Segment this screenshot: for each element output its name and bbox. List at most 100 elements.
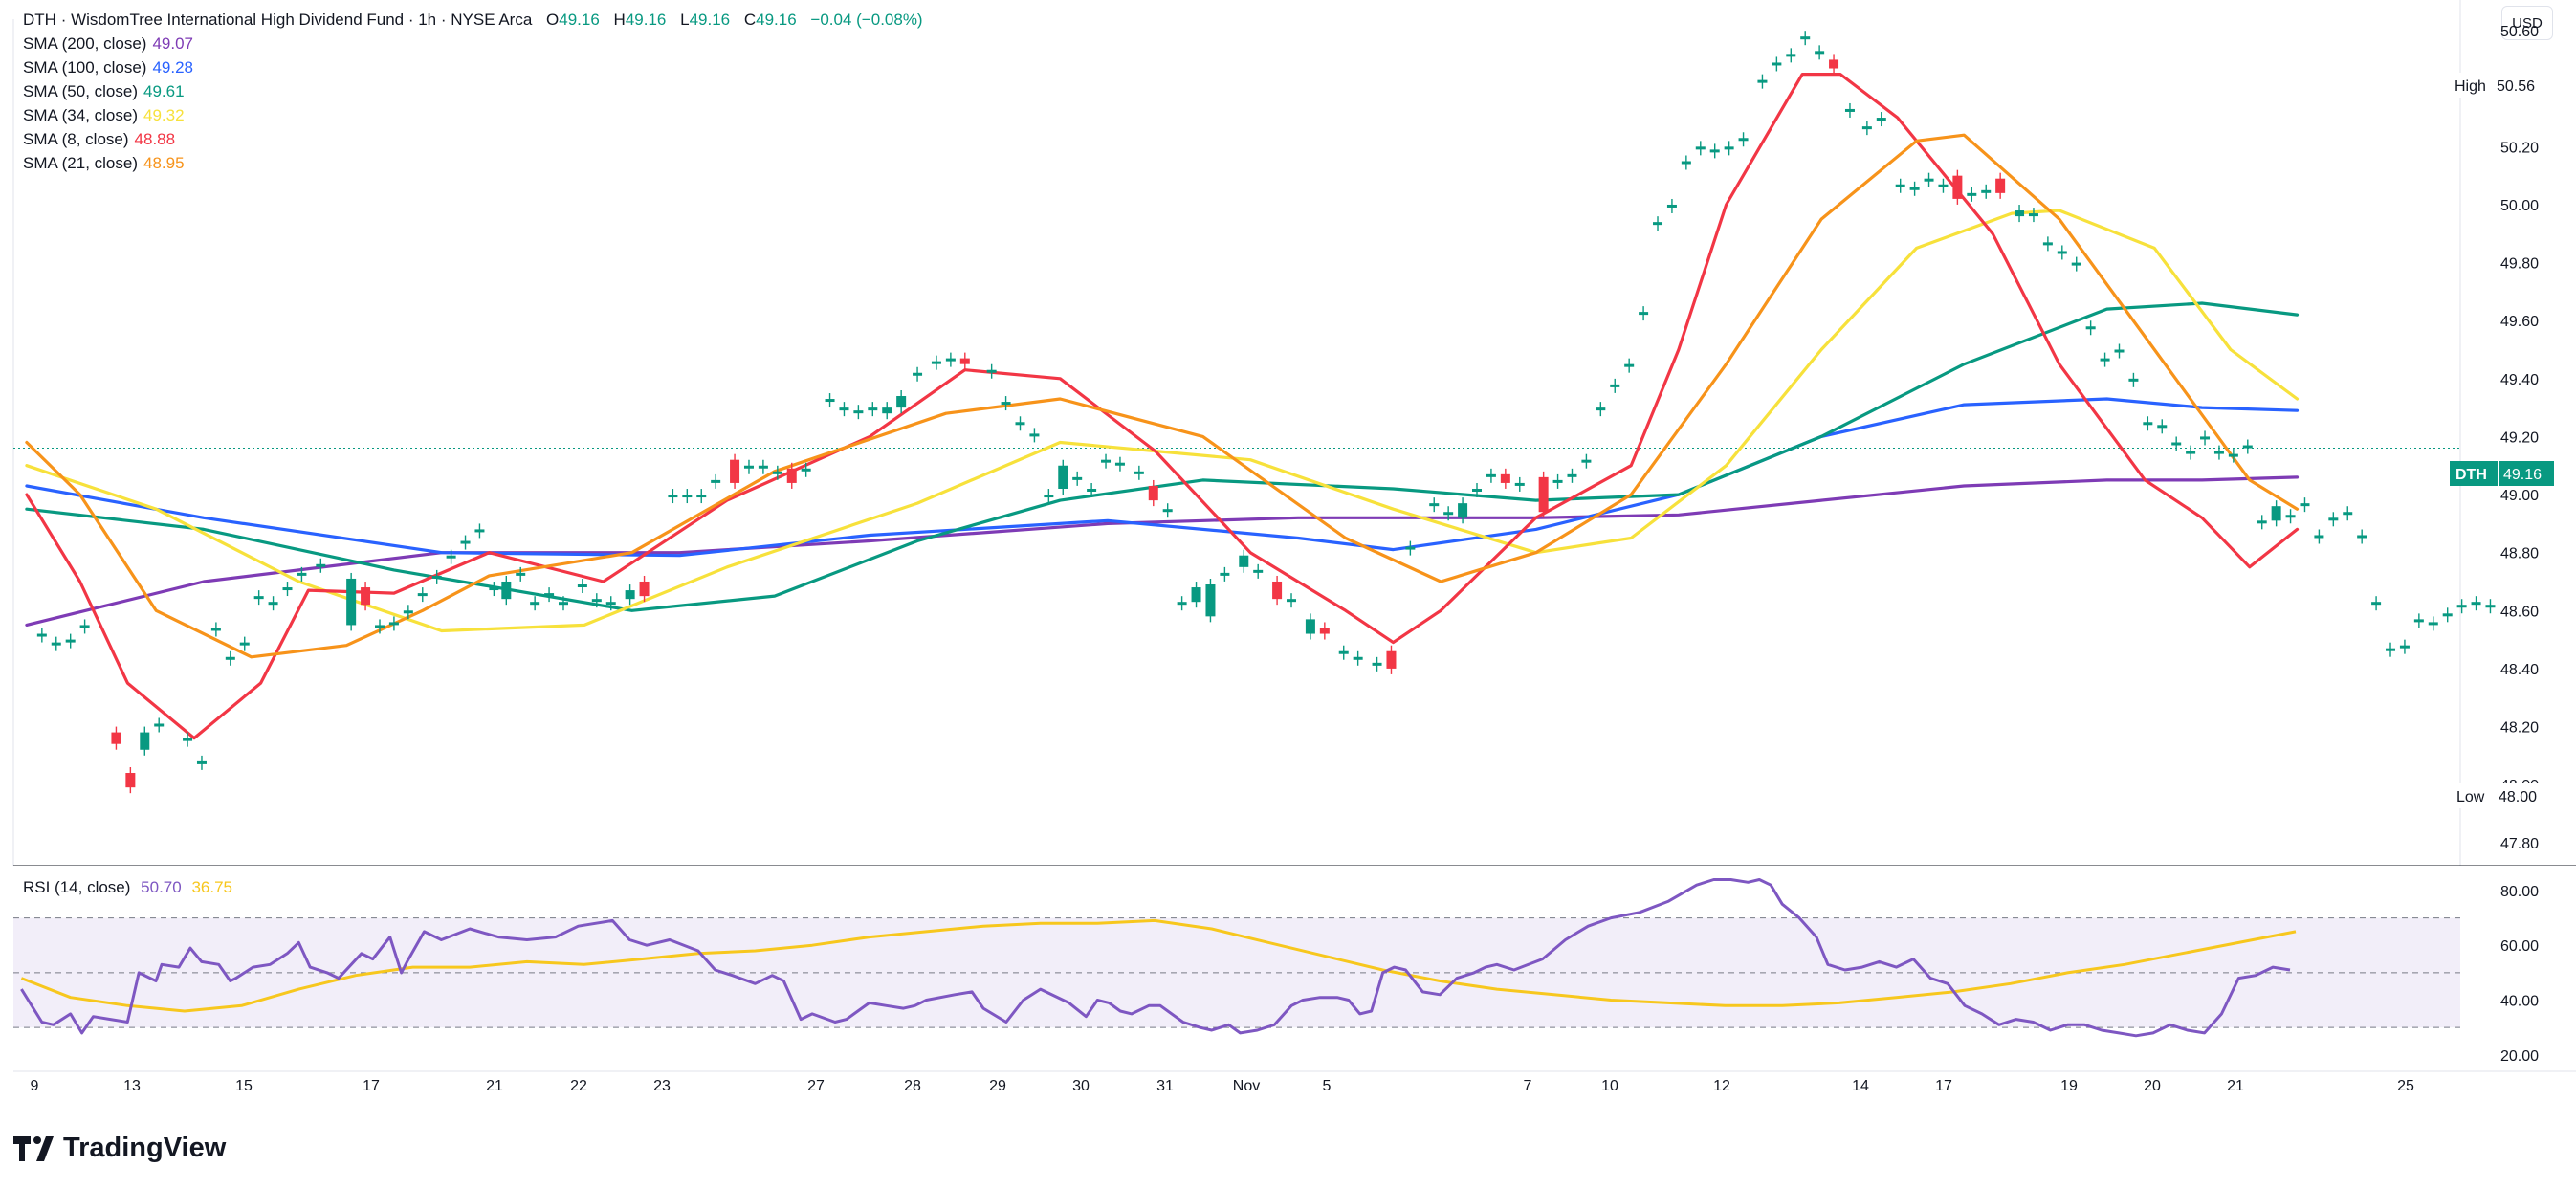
indicator-label: SMA (50, close) (23, 82, 138, 100)
candle (417, 593, 428, 597)
rsi-label: RSI (14, close) (23, 878, 131, 896)
indicator-sma-200[interactable]: SMA (200, close) 49.07 (23, 32, 923, 55)
last-price-marker: DTH 49.16 (2450, 461, 2554, 486)
candle (268, 602, 278, 606)
candle (2042, 242, 2053, 246)
currency-button[interactable]: USD (2501, 6, 2553, 40)
indicator-sma-50[interactable]: SMA (50, close) 49.61 (23, 79, 923, 103)
candle (282, 587, 293, 591)
candle (1177, 602, 1187, 606)
candle (2015, 210, 2025, 217)
candles (36, 31, 2496, 794)
high-marker: High 50.56 (2449, 73, 2554, 98)
candle (297, 572, 307, 576)
last-price-value-bg (2499, 461, 2554, 486)
time-tick-label: 10 (1601, 1078, 1618, 1094)
rsi-ma-value: 36.75 (191, 878, 232, 896)
candle (253, 596, 264, 600)
price-tick-label: 48.20 (2500, 720, 2539, 737)
rsi-tick-label: 40.00 (2500, 994, 2539, 1010)
candle (1552, 479, 1563, 483)
candle (1500, 473, 1510, 483)
indicator-label: SMA (34, close) (23, 106, 138, 124)
low-value: 49.16 (689, 11, 731, 29)
sma-line (25, 301, 2300, 612)
indicator-sma-100[interactable]: SMA (100, close) 49.28 (23, 55, 923, 79)
candle (140, 732, 150, 750)
time-tick-label: 21 (486, 1078, 503, 1094)
candle (2271, 506, 2281, 521)
candle (1981, 189, 1992, 193)
candle (2171, 442, 2182, 446)
rsi-chart[interactable]: 20.00 40.00 60.00 80.00 9 13 15 17 21 22 23 27 28 29… (0, 866, 2576, 1119)
indicator-sma-8[interactable]: SMA (8, close) 48.88 (23, 127, 923, 151)
price-chart[interactable]: 47.80 48.00 48.20 48.40 48.60 48.80 49.00 49.20… (0, 0, 2576, 866)
candle (2371, 602, 2382, 606)
symbol-ticker[interactable]: DTH (23, 11, 56, 29)
candle (696, 495, 707, 498)
candle (2085, 326, 2096, 330)
candle (1844, 108, 1855, 112)
candle (2128, 378, 2139, 382)
candle (2357, 535, 2367, 539)
time-tick-label: 29 (989, 1078, 1006, 1094)
tradingview-icon (13, 1135, 54, 1161)
candle (1148, 485, 1158, 501)
candle (460, 540, 471, 544)
candle (1724, 146, 1734, 150)
candle (1272, 581, 1283, 600)
candle (2242, 445, 2253, 449)
candle (2285, 515, 2296, 518)
time-tick-label: Nov (1233, 1078, 1260, 1094)
candle (668, 495, 678, 498)
time-tick-label: 23 (653, 1078, 671, 1094)
sma-line (25, 133, 2300, 659)
time-tick-label: 9 (31, 1078, 39, 1094)
low-marker-bg (2449, 783, 2554, 808)
rsi-body: 20.00 40.00 60.00 80.00 (13, 878, 2576, 1072)
indicator-label: SMA (8, close) (23, 130, 129, 148)
candle (605, 602, 616, 606)
candle (65, 639, 76, 643)
candle (931, 361, 941, 364)
candle (1861, 126, 1872, 130)
candle (501, 581, 512, 600)
candle (1239, 555, 1249, 567)
candle (1114, 462, 1125, 466)
price-tick-label: 50.60 (2500, 24, 2539, 40)
candle (801, 468, 811, 472)
candle (225, 656, 235, 660)
indicator-sma-34[interactable]: SMA (34, close) 49.32 (23, 103, 923, 127)
rsi-line (20, 918, 2297, 1013)
candle (1015, 422, 1025, 426)
tradingview-logo[interactable]: TradingView (13, 1133, 226, 1164)
last-price-symbol: DTH (2455, 467, 2487, 483)
candle (431, 575, 442, 579)
candle (896, 396, 907, 408)
time-tick-label: 5 (1323, 1078, 1332, 1094)
low-marker-value: 48.00 (2499, 789, 2537, 805)
candle (1205, 584, 1216, 617)
candle (839, 407, 849, 411)
candle (682, 495, 693, 498)
candle (1191, 587, 1201, 603)
candle (1938, 184, 1949, 187)
rsi-legend[interactable]: RSI (14, close) 50.70 36.75 (23, 878, 232, 897)
last-price-symbol-bg (2450, 461, 2498, 486)
candle (2485, 605, 2496, 608)
candle (1029, 433, 1040, 437)
candle (183, 738, 193, 741)
candle (474, 529, 485, 533)
candle (1386, 650, 1397, 669)
indicator-label: SMA (100, close) (23, 58, 147, 77)
candle (853, 410, 864, 414)
indicator-sma-21[interactable]: SMA (21, close) 48.95 (23, 151, 923, 175)
candle (2428, 622, 2438, 626)
time-tick-label: 22 (570, 1078, 587, 1094)
candle (2057, 251, 2067, 254)
candle (2257, 520, 2267, 524)
time-tick-label: 15 (235, 1078, 253, 1094)
candle (591, 599, 602, 603)
candle (711, 479, 721, 483)
candle (1581, 459, 1592, 463)
